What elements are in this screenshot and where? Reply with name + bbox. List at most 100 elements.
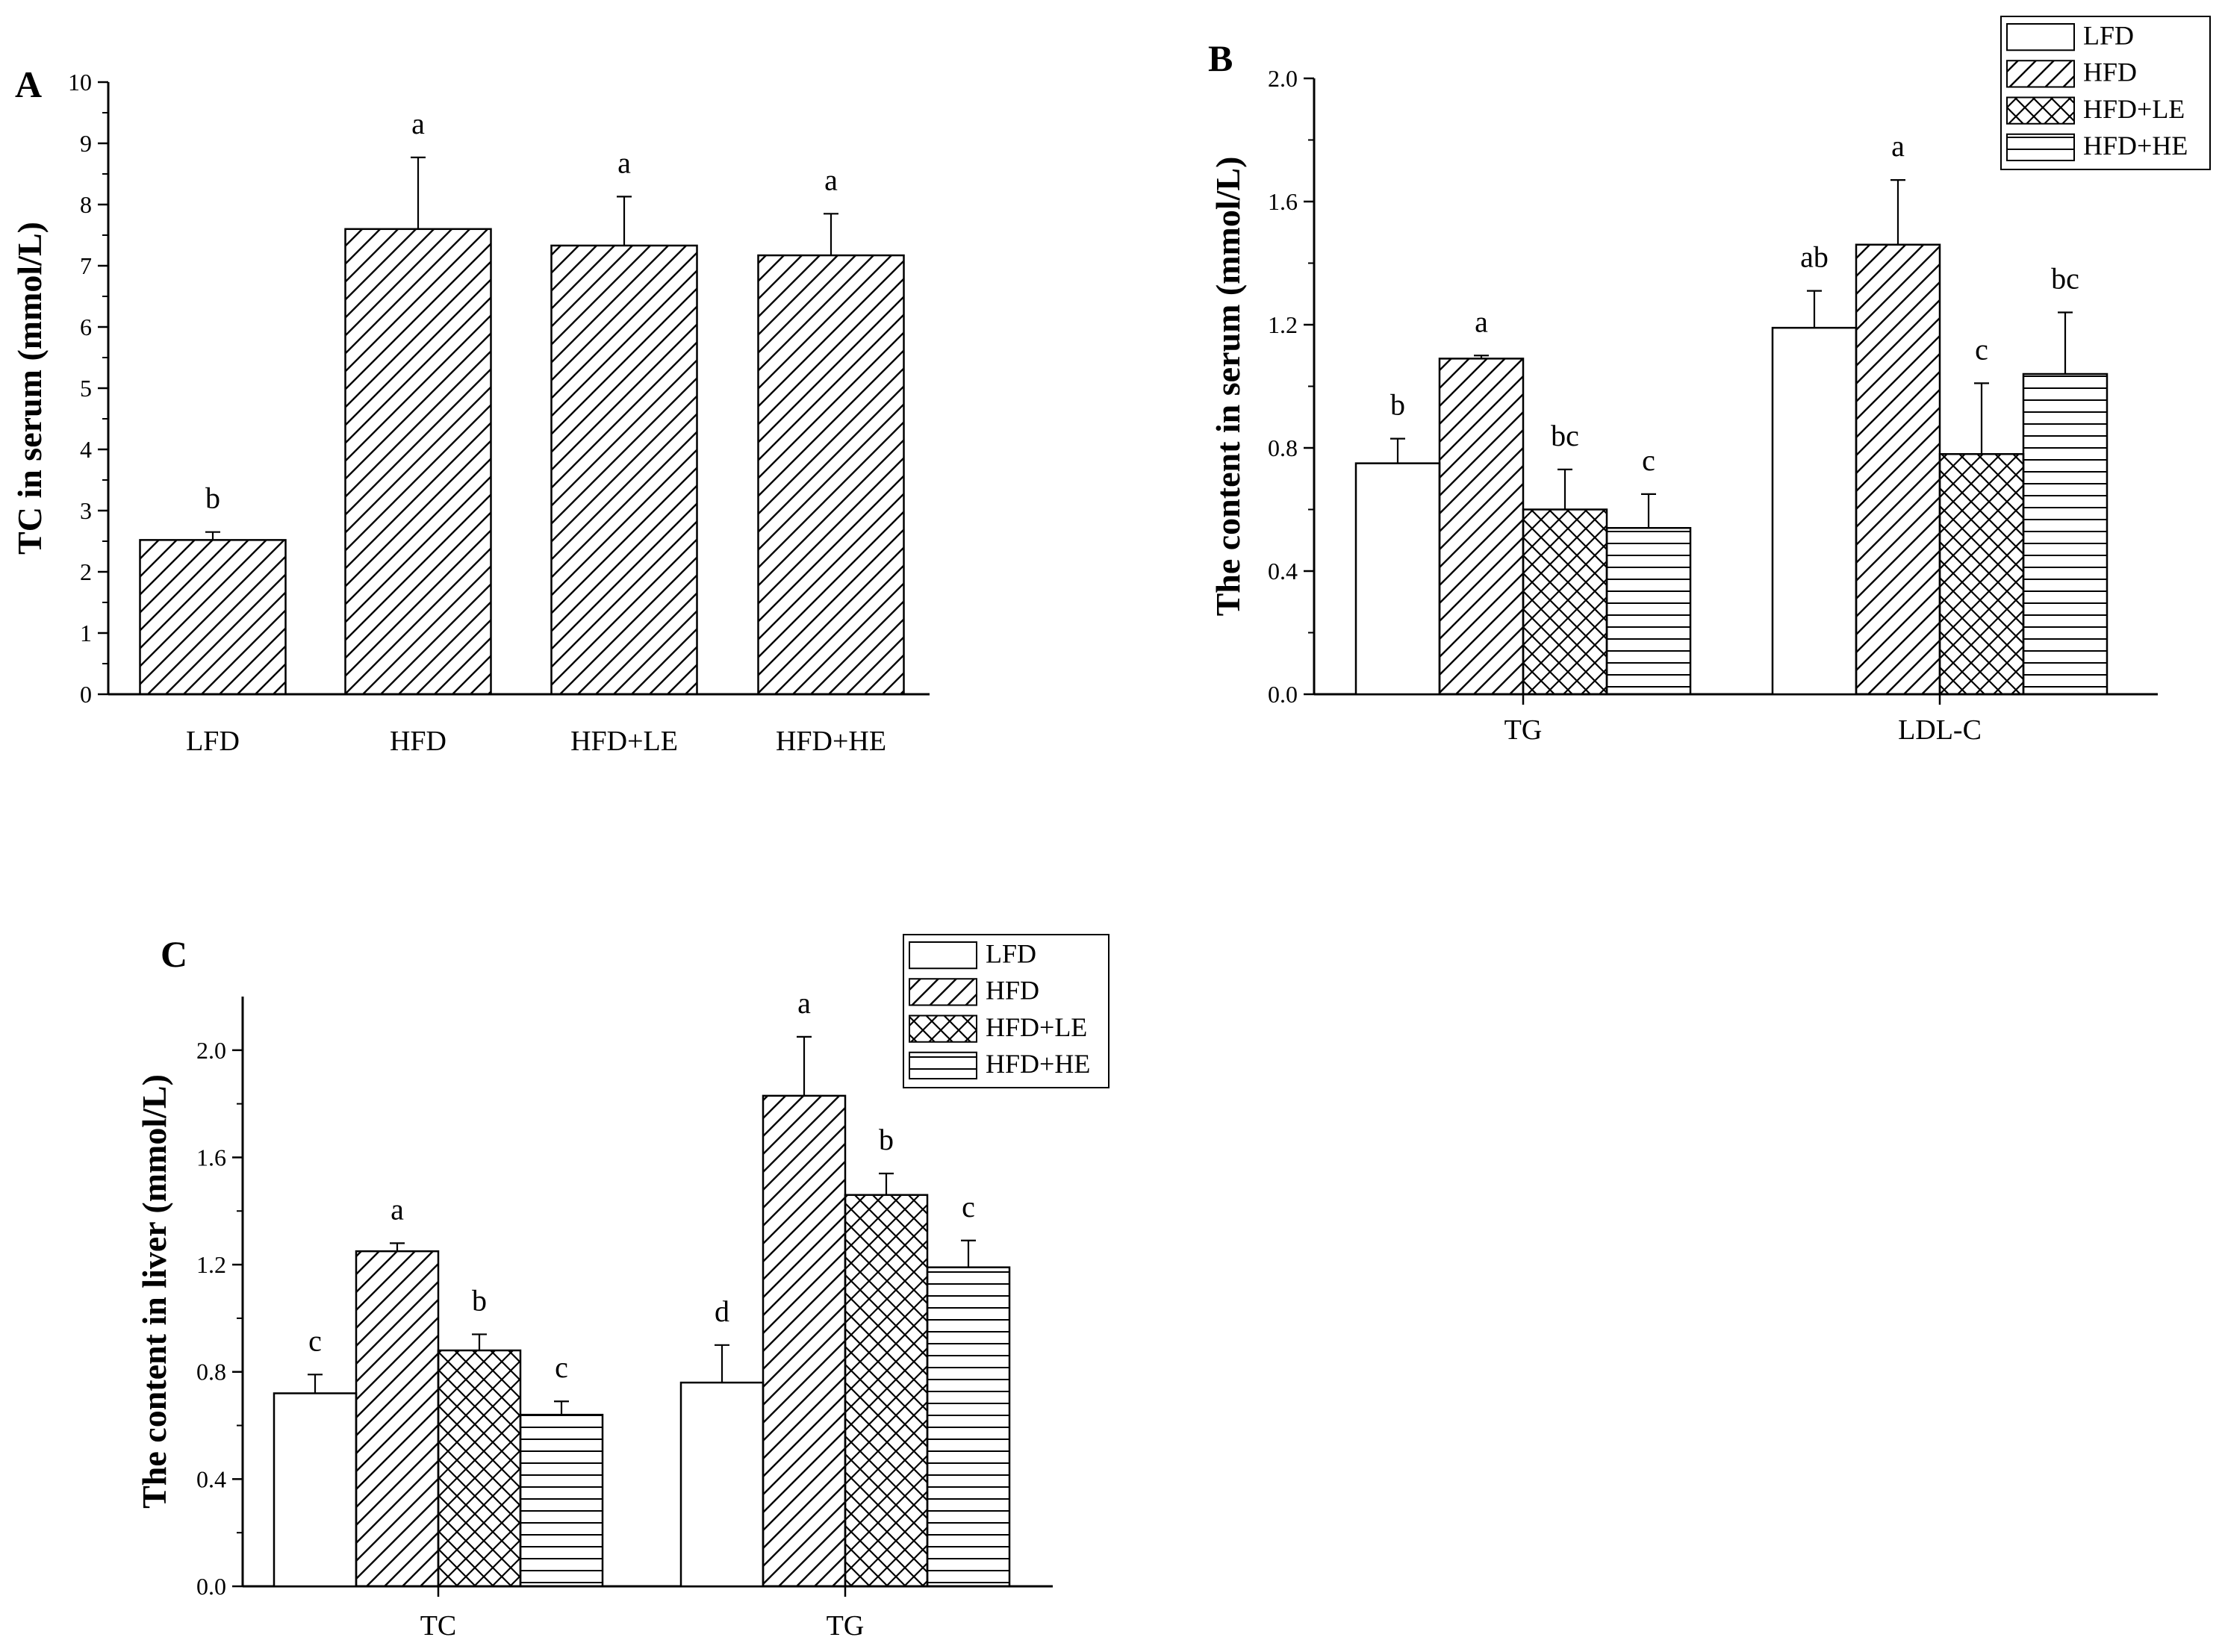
bar	[1771, 326, 1858, 696]
y-tick-label: 0.0	[1268, 681, 1298, 708]
bar	[757, 254, 905, 696]
legend-label-lfd: LFD	[986, 938, 1036, 968]
x-tick-label: TG	[1504, 714, 1543, 746]
y-tick-label: 8	[80, 191, 92, 218]
bar	[2022, 373, 2109, 696]
legend-swatch-hfd-le	[909, 1014, 977, 1043]
bar	[679, 1381, 765, 1588]
significance-letter: a	[390, 1192, 404, 1226]
y-tick-label: 1.2	[196, 1251, 226, 1278]
y-tick-label: 9	[80, 130, 92, 157]
y-tick-label: 0.0	[196, 1573, 226, 1600]
bar	[273, 1392, 358, 1588]
y-tick-label: 0.8	[1268, 434, 1298, 461]
y-axis-label: TC in serum (mmol/L)	[10, 222, 49, 555]
bar	[844, 1194, 929, 1588]
x-tick-label: TC	[420, 1610, 457, 1642]
y-tick-label: 2.0	[196, 1037, 226, 1064]
x-tick-label: HFD	[390, 726, 446, 757]
legend-swatch-hfd-he	[909, 1051, 977, 1079]
significance-letter: ab	[1800, 240, 1829, 274]
y-axis-label: The content in liver (mmol/L)	[135, 1074, 173, 1509]
bar	[519, 1413, 604, 1588]
significance-letter: b	[205, 481, 220, 515]
x-tick-label: HFD+HE	[776, 726, 886, 757]
bar	[1522, 508, 1608, 696]
bar	[1605, 527, 1692, 696]
y-tick-label: 4	[80, 436, 92, 463]
significance-letter: a	[1475, 305, 1488, 338]
panel-b: 0.0 0.4 0.8 1.2 1.6 2.0 The content in serum (…	[1208, 16, 2211, 746]
significance-letter: b	[879, 1123, 894, 1156]
legend-label-lfd: LFD	[2083, 20, 2134, 50]
panel-letter: B	[1208, 37, 1233, 79]
bar	[1938, 453, 2025, 696]
significance-letter: c	[308, 1324, 322, 1357]
significance-letter: a	[824, 163, 838, 196]
y-tick-label: 0	[80, 681, 92, 708]
y-tick-label: 1.6	[196, 1144, 226, 1171]
legend-swatch-lfd	[2006, 23, 2075, 52]
bar	[437, 1349, 522, 1588]
y-tick-label: 0.4	[1268, 558, 1298, 585]
legend-label-hfd: HFD	[986, 976, 1039, 1006]
x-tick-label: LDL-C	[1898, 714, 1982, 746]
bar	[344, 228, 492, 696]
legend-swatch-hfd	[909, 978, 977, 1006]
significance-letter: d	[715, 1294, 729, 1328]
legend: LFD HFD HFD+LE HFD+HE	[903, 934, 1110, 1088]
y-tick-label: 6	[80, 314, 92, 340]
y-tick-label: 1.2	[1268, 311, 1298, 338]
bar	[355, 1250, 440, 1588]
x-tick-label: LFD	[186, 726, 240, 757]
legend: LFD HFD HFD+LE HFD+HE	[2000, 16, 2211, 170]
bar	[762, 1094, 847, 1588]
significance-letter: a	[617, 146, 631, 179]
significance-letter: c	[962, 1190, 975, 1224]
bar	[1438, 358, 1525, 696]
legend-label-hfd-he: HFD+HE	[2083, 131, 2188, 160]
bar	[1855, 243, 1941, 696]
significance-letter: a	[1891, 129, 1905, 163]
legend-swatch-hfd-he	[2006, 133, 2075, 161]
significance-letter: b	[472, 1283, 487, 1317]
bar	[139, 539, 287, 696]
significance-letter: b	[1390, 388, 1405, 422]
significance-letter: c	[1975, 332, 1988, 366]
y-tick-label: 0.8	[196, 1359, 226, 1386]
bar	[926, 1266, 1011, 1588]
panel-a: 0 1 2 3 4 5 6 7 8 9 10 TC in serum (mmol/L) Ab LFD a HF…	[10, 63, 930, 757]
legend-label-hfd-le: HFD+LE	[2083, 94, 2185, 124]
legend-swatch-hfd	[2006, 60, 2075, 88]
x-tick-label: HFD+LE	[570, 726, 678, 757]
y-tick-label: 7	[80, 252, 92, 279]
bar	[550, 244, 698, 696]
y-tick-label: 2.0	[1268, 65, 1298, 92]
significance-letter: bc	[1551, 419, 1579, 452]
y-tick-label: 1	[80, 620, 92, 646]
significance-letter: bc	[2051, 262, 2079, 296]
y-axis-label: The content in serum (mmol/L)	[1209, 157, 1247, 617]
y-tick-label: 1.6	[1268, 188, 1298, 215]
significance-letter: c	[555, 1350, 568, 1384]
bar	[1354, 462, 1441, 696]
significance-letter: c	[1642, 443, 1655, 477]
y-tick-label: 10	[68, 69, 92, 96]
legend-label-hfd-le: HFD+LE	[986, 1012, 1087, 1042]
y-tick-label: 3	[80, 497, 92, 524]
x-tick-label: TG	[827, 1610, 865, 1642]
y-tick-label: 5	[80, 375, 92, 402]
y-tick-label: 0.4	[196, 1465, 226, 1492]
panel-c: 0.0 0.4 0.8 1.2 1.6 2.0 The content in liver (…	[135, 933, 1110, 1642]
legend-swatch-hfd-le	[2006, 96, 2075, 125]
significance-letter: a	[797, 986, 811, 1020]
legend-swatch-lfd	[909, 941, 977, 970]
y-tick-label: 2	[80, 558, 92, 585]
significance-letter: a	[411, 107, 425, 140]
panel-letter: C	[161, 933, 187, 975]
legend-label-hfd: HFD	[2083, 57, 2137, 87]
panel-letter: A	[15, 63, 42, 105]
legend-label-hfd-he: HFD+HE	[986, 1049, 1090, 1079]
